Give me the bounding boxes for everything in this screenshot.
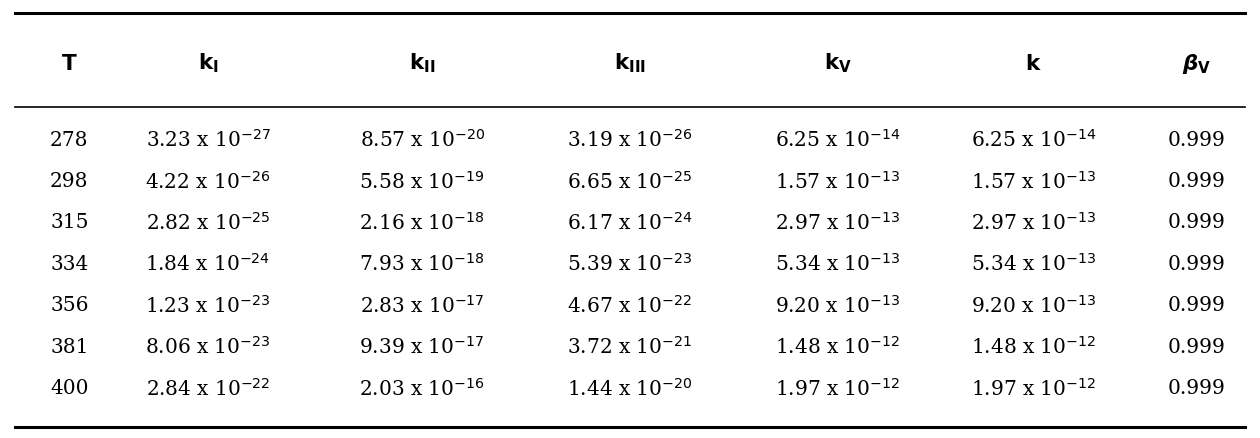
Text: 9.39 x 10$^{-17}$: 9.39 x 10$^{-17}$ xyxy=(359,336,485,358)
Text: 1.48 x 10$^{-12}$: 1.48 x 10$^{-12}$ xyxy=(970,336,1096,358)
Text: 1.44 x 10$^{-20}$: 1.44 x 10$^{-20}$ xyxy=(567,378,693,399)
Text: 6.17 x 10$^{-24}$: 6.17 x 10$^{-24}$ xyxy=(567,212,693,234)
Text: 0.999: 0.999 xyxy=(1168,296,1226,315)
Text: $\mathbf{T}$: $\mathbf{T}$ xyxy=(60,53,78,74)
Text: 6.65 x 10$^{-25}$: 6.65 x 10$^{-25}$ xyxy=(567,171,693,193)
Text: 3.19 x 10$^{-26}$: 3.19 x 10$^{-26}$ xyxy=(567,129,693,151)
Text: 0.999: 0.999 xyxy=(1168,213,1226,233)
Text: 0.999: 0.999 xyxy=(1168,255,1226,274)
Text: 0.999: 0.999 xyxy=(1168,172,1226,191)
Text: 315: 315 xyxy=(50,213,88,233)
Text: 1.84 x 10$^{-24}$: 1.84 x 10$^{-24}$ xyxy=(145,253,271,275)
Text: 400: 400 xyxy=(50,379,88,398)
Text: 298: 298 xyxy=(50,172,88,191)
Text: 4.67 x 10$^{-22}$: 4.67 x 10$^{-22}$ xyxy=(567,295,693,317)
Text: 2.97 x 10$^{-13}$: 2.97 x 10$^{-13}$ xyxy=(970,212,1096,234)
Text: $\mathbf{k}_{\mathbf{III}}$: $\mathbf{k}_{\mathbf{III}}$ xyxy=(614,52,646,75)
Text: 1.57 x 10$^{-13}$: 1.57 x 10$^{-13}$ xyxy=(775,171,901,193)
Text: 2.84 x 10$^{-22}$: 2.84 x 10$^{-22}$ xyxy=(146,378,270,399)
Text: $\boldsymbol{\beta}_{\mathbf{V}}$: $\boldsymbol{\beta}_{\mathbf{V}}$ xyxy=(1182,52,1212,75)
Text: 5.58 x 10$^{-19}$: 5.58 x 10$^{-19}$ xyxy=(359,171,485,193)
Text: 9.20 x 10$^{-13}$: 9.20 x 10$^{-13}$ xyxy=(970,295,1096,317)
Text: 2.82 x 10$^{-25}$: 2.82 x 10$^{-25}$ xyxy=(146,212,270,234)
Text: 356: 356 xyxy=(50,296,88,315)
Text: $\mathbf{k}_{\mathbf{II}}$: $\mathbf{k}_{\mathbf{II}}$ xyxy=(410,52,435,75)
Text: 334: 334 xyxy=(50,255,88,274)
Text: 2.16 x 10$^{-18}$: 2.16 x 10$^{-18}$ xyxy=(359,212,485,234)
Text: 5.34 x 10$^{-13}$: 5.34 x 10$^{-13}$ xyxy=(970,253,1096,275)
Text: 8.57 x 10$^{-20}$: 8.57 x 10$^{-20}$ xyxy=(359,129,485,151)
Text: 1.48 x 10$^{-12}$: 1.48 x 10$^{-12}$ xyxy=(775,336,901,358)
Text: 9.20 x 10$^{-13}$: 9.20 x 10$^{-13}$ xyxy=(775,295,901,317)
Text: 5.34 x 10$^{-13}$: 5.34 x 10$^{-13}$ xyxy=(775,253,901,275)
Text: 3.23 x 10$^{-27}$: 3.23 x 10$^{-27}$ xyxy=(145,129,271,151)
Text: 6.25 x 10$^{-14}$: 6.25 x 10$^{-14}$ xyxy=(775,129,901,151)
Text: 1.97 x 10$^{-12}$: 1.97 x 10$^{-12}$ xyxy=(775,378,901,399)
Text: 1.57 x 10$^{-13}$: 1.57 x 10$^{-13}$ xyxy=(970,171,1096,193)
Text: $\mathbf{k}$: $\mathbf{k}$ xyxy=(1024,53,1042,74)
Text: $\mathbf{k}_{\mathbf{I}}$: $\mathbf{k}_{\mathbf{I}}$ xyxy=(198,52,218,75)
Text: $\mathbf{k}_{\mathbf{V}}$: $\mathbf{k}_{\mathbf{V}}$ xyxy=(824,52,852,75)
Text: 8.06 x 10$^{-23}$: 8.06 x 10$^{-23}$ xyxy=(145,336,271,358)
Text: 2.83 x 10$^{-17}$: 2.83 x 10$^{-17}$ xyxy=(360,295,484,317)
Text: 0.999: 0.999 xyxy=(1168,131,1226,150)
Text: 0.999: 0.999 xyxy=(1168,338,1226,357)
Text: 4.22 x 10$^{-26}$: 4.22 x 10$^{-26}$ xyxy=(145,171,271,193)
Text: 2.97 x 10$^{-13}$: 2.97 x 10$^{-13}$ xyxy=(775,212,901,234)
Text: 381: 381 xyxy=(50,338,88,357)
Text: 1.23 x 10$^{-23}$: 1.23 x 10$^{-23}$ xyxy=(145,295,271,317)
Text: 5.39 x 10$^{-23}$: 5.39 x 10$^{-23}$ xyxy=(567,253,693,275)
Text: 7.93 x 10$^{-18}$: 7.93 x 10$^{-18}$ xyxy=(359,253,485,275)
Text: 6.25 x 10$^{-14}$: 6.25 x 10$^{-14}$ xyxy=(970,129,1096,151)
Text: 3.72 x 10$^{-21}$: 3.72 x 10$^{-21}$ xyxy=(567,336,693,358)
Text: 2.03 x 10$^{-16}$: 2.03 x 10$^{-16}$ xyxy=(359,378,485,399)
Text: 278: 278 xyxy=(50,131,88,150)
Text: 1.97 x 10$^{-12}$: 1.97 x 10$^{-12}$ xyxy=(970,378,1096,399)
Text: 0.999: 0.999 xyxy=(1168,379,1226,398)
